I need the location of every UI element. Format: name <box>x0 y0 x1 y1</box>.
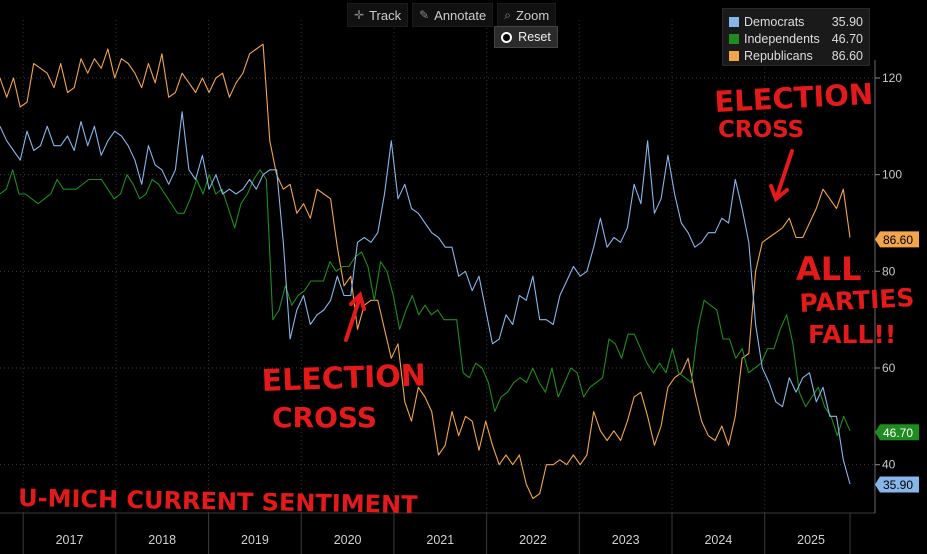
election-cross-1-line1: ELECTION <box>261 358 426 399</box>
democrats-value-label: 35.90 <box>883 478 913 492</box>
x-tick-label: 2022 <box>519 533 547 547</box>
x-tick-label: 2023 <box>612 533 640 547</box>
democrats-swatch <box>729 16 739 27</box>
election-cross-2-line1: ELECTION <box>714 77 874 119</box>
republicans-value-label: 86.60 <box>883 233 913 247</box>
crosshair-icon: ✛ <box>354 8 365 22</box>
x-tick-label: 2021 <box>426 533 454 547</box>
election-cross-1-line2: CROSS <box>272 401 377 434</box>
election-cross-2-line2: CROSS <box>718 117 804 143</box>
independents-swatch <box>729 33 739 44</box>
republicans-line <box>0 43 851 500</box>
independents-value-label: 46.70 <box>883 426 913 440</box>
y-tick-label: 60 <box>882 361 896 375</box>
republicans-value-flag <box>875 231 919 248</box>
all-parties-fall-line2: PARTIES <box>799 283 915 318</box>
legend-item-independents[interactable]: Independents 46.70 <box>729 30 863 47</box>
x-ticks: 2017 2018 2019 2020 2021 2022 2023 2024 2025 <box>22 513 851 554</box>
track-label: Track <box>369 7 402 23</box>
chart-toolbar: ✛ Track ✎ Annotate ⌕ Zoom <box>347 3 557 27</box>
x-tick-label: 2018 <box>148 533 176 547</box>
track-button[interactable]: ✛ Track <box>347 3 409 27</box>
y-tick-label: 40 <box>882 458 896 472</box>
democrats-value-flag <box>875 476 919 493</box>
axes <box>0 60 876 514</box>
annotate-label: Annotate <box>434 7 487 23</box>
x-tick-label: 2025 <box>797 533 825 547</box>
pencil-icon: ✎ <box>419 8 430 22</box>
independents-line <box>0 169 851 437</box>
reset-button[interactable]: Reset <box>494 26 558 48</box>
x-tick-label: 2024 <box>704 533 732 547</box>
legend-item-republicans[interactable]: Republicans 86.60 <box>729 47 863 64</box>
reset-icon <box>501 31 513 43</box>
magnifier-icon: ⌕ <box>504 7 511 22</box>
x-tick-label: 2017 <box>56 533 84 547</box>
legend-item-democrats[interactable]: Democrats 35.90 <box>729 13 863 30</box>
all-parties-fall-line1: ALL <box>796 250 862 288</box>
x-tick-label: 2019 <box>241 533 269 547</box>
series-lines <box>0 43 851 500</box>
last-value-flags: 35.90 46.70 86.60 <box>875 231 919 493</box>
y-ticks: 40 60 80 100 120 <box>875 71 902 472</box>
republicans-swatch <box>729 50 739 61</box>
reset-label: Reset <box>518 30 551 44</box>
x-tick-label: 2020 <box>334 533 362 547</box>
annotate-button[interactable]: ✎ Annotate <box>412 3 494 27</box>
election-arrow-2 <box>769 149 794 203</box>
y-tick-label: 120 <box>882 71 902 85</box>
legend-name-independents: Independents <box>744 31 820 46</box>
legend-value-independents: 46.70 <box>831 31 863 46</box>
all-parties-fall-line3: FALL!! <box>808 320 896 349</box>
democrats-line <box>0 111 851 485</box>
y-tick-label: 80 <box>882 264 896 278</box>
zoom-label: Zoom <box>515 7 550 23</box>
chart-title-annotation: U-MICH CURRENT SENTIMENT <box>18 484 418 519</box>
legend-value-republicans: 86.60 <box>831 48 863 63</box>
legend: Democrats 35.90 Independents 46.70 Repub… <box>722 8 870 66</box>
independents-value-flag <box>875 424 919 441</box>
legend-value-democrats: 35.90 <box>831 14 863 29</box>
election-arrow-1 <box>344 291 366 342</box>
y-tick-label: 100 <box>882 168 902 182</box>
legend-name-republicans: Republicans <box>744 48 813 63</box>
annotations: ELECTION CROSS ELECTION CROSS ALL PARTIE… <box>18 77 915 519</box>
legend-name-democrats: Democrats <box>744 14 805 29</box>
zoom-button[interactable]: ⌕ Zoom <box>497 3 557 27</box>
